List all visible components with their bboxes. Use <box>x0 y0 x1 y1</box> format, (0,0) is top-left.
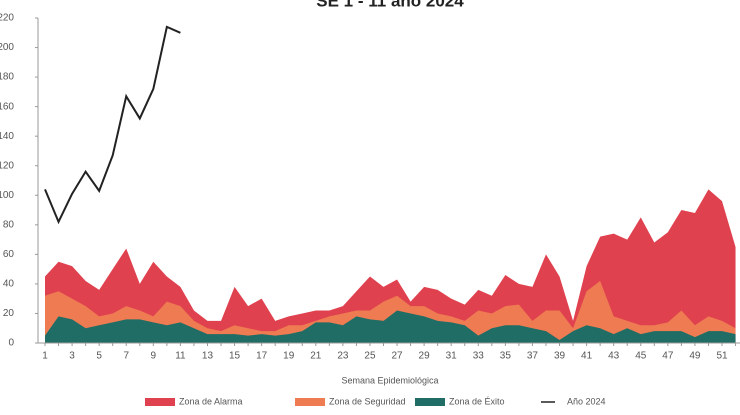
y-tick-label: 200 <box>0 42 14 53</box>
x-tick-label: 25 <box>364 351 376 362</box>
area <box>45 280 736 343</box>
x-tick-label: 41 <box>581 351 593 362</box>
y-tick-label: 140 <box>0 131 14 142</box>
y-tick-label: 220 <box>0 13 14 24</box>
y-tick-label: 160 <box>0 101 14 112</box>
x-tick-label: 17 <box>256 351 268 362</box>
legend-swatch <box>145 398 175 406</box>
x-tick-label: 35 <box>500 351 512 362</box>
x-tick-label: 23 <box>337 351 349 362</box>
x-tick-label: 13 <box>202 351 214 362</box>
area <box>45 189 736 343</box>
area <box>45 310 736 343</box>
x-tick-label: 5 <box>96 351 102 362</box>
x-tick-label: 15 <box>229 351 241 362</box>
x-tick-label: 7 <box>123 351 129 362</box>
x-tick-label: 21 <box>310 351 322 362</box>
x-tick-label: 33 <box>473 351 485 362</box>
legend-swatch <box>415 398 445 406</box>
legend-label: Año 2024 <box>567 396 606 406</box>
x-tick-label: 39 <box>554 351 566 362</box>
x-tick-label: 3 <box>69 351 75 362</box>
x-tick-label: 45 <box>635 351 647 362</box>
legend-label: Zona de Seguridad <box>329 396 406 406</box>
y-tick-label: 80 <box>3 219 15 230</box>
x-tick-label: 47 <box>662 351 674 362</box>
y-tick-label: 20 <box>3 308 15 319</box>
y-tick-label: 120 <box>0 160 14 171</box>
x-tick-label: 27 <box>391 351 403 362</box>
x-tick-label: 43 <box>608 351 620 362</box>
line <box>44 25 181 225</box>
legend-swatch <box>295 398 325 406</box>
x-tick-label: 49 <box>689 351 701 362</box>
x-tick-label: 1 <box>42 351 48 362</box>
y-tick-label: 40 <box>3 279 15 290</box>
legend-label: Zona de Éxito <box>449 396 505 406</box>
y-tick-label: 0 <box>8 338 14 349</box>
x-tick-label: 11 <box>175 351 186 362</box>
x-tick-label: 19 <box>283 351 295 362</box>
y-tick-label: 100 <box>0 190 14 201</box>
x-axis-label: Semana Epidemiológica <box>341 375 438 385</box>
x-tick-label: 29 <box>419 351 431 362</box>
x-tick-label: 9 <box>151 351 157 362</box>
y-tick-label: 60 <box>3 249 15 260</box>
x-tick-label: 51 <box>716 351 728 362</box>
x-tick-label: 37 <box>527 351 539 362</box>
y-tick-label: 180 <box>0 72 14 83</box>
legend-label: Zona de Alarma <box>179 396 243 406</box>
x-tick-label: 31 <box>446 351 458 362</box>
chart-title: SE 1 - 11 año 2024 <box>316 0 464 10</box>
